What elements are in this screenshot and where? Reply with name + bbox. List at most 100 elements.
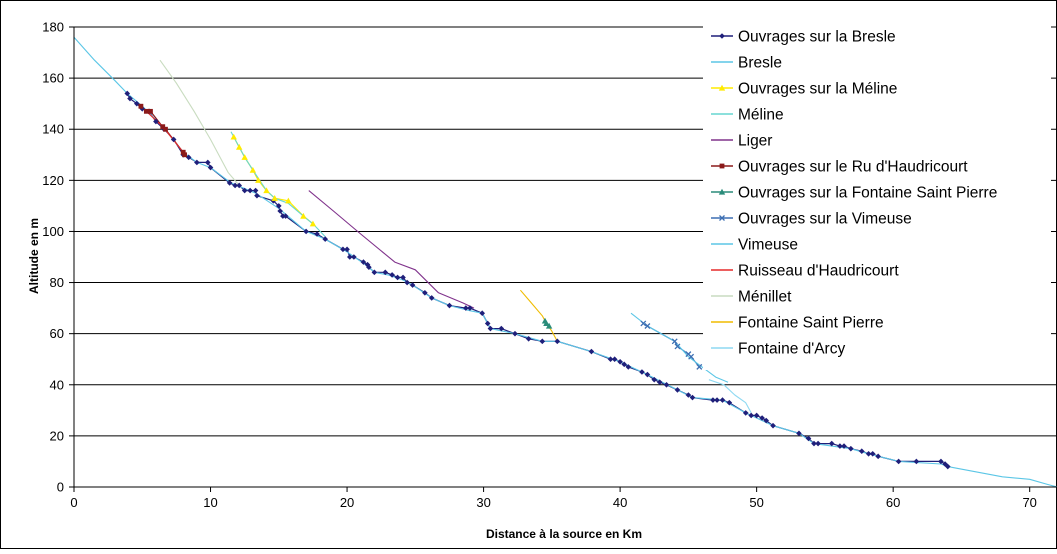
series-0-point-92 <box>913 458 920 465</box>
series-line-8 <box>630 312 729 383</box>
legend-marker-7 <box>719 215 725 221</box>
series-0-point-44 <box>446 302 453 309</box>
series-7-point-2 <box>671 338 678 345</box>
y-tick-label-4: 80 <box>50 275 64 290</box>
y-tick-label-7: 140 <box>42 122 64 137</box>
series-0-point-51 <box>512 330 518 337</box>
series-5-point-3 <box>160 124 166 130</box>
x-tick-label-0: 0 <box>70 495 77 510</box>
series-line-4 <box>308 190 475 309</box>
series-0-point-29 <box>344 246 350 253</box>
series-0-point-69 <box>710 397 716 403</box>
series-7-point-0 <box>640 320 647 327</box>
series-5-point-2 <box>148 108 153 114</box>
series-0-point-91 <box>895 458 902 465</box>
series-0-point-72 <box>726 399 733 406</box>
series-2-point-5 <box>263 187 270 194</box>
legend-marker-6 <box>718 188 726 195</box>
series-7-point-6 <box>696 363 703 370</box>
series-0-point-64 <box>656 379 663 386</box>
series-0-point-10 <box>194 159 200 166</box>
series-0-point-40 <box>404 279 410 286</box>
y-tick-label-3: 60 <box>50 326 64 341</box>
series-0-point-2 <box>134 100 140 107</box>
series-0-point-26 <box>314 231 320 237</box>
series-0-point-48 <box>484 320 491 327</box>
series-0-point-56 <box>607 356 614 363</box>
y-tick-label-2: 40 <box>50 377 64 392</box>
series-0-point-75 <box>753 412 760 419</box>
series-0-point-16 <box>241 187 248 194</box>
legend-marker-2 <box>718 84 726 91</box>
y-tick-label-9: 180 <box>42 20 64 35</box>
series-0-point-1 <box>127 95 133 102</box>
series-0-point-7 <box>170 136 177 143</box>
series-0-point-68 <box>689 394 696 401</box>
legend-label-5: Ouvrages sur le Ru d'Haudricourt <box>738 159 968 176</box>
x-axis-title: Distance à la source en Km <box>486 527 642 541</box>
series-0-point-46 <box>467 305 473 311</box>
x-tick-label-4: 40 <box>613 495 627 510</box>
series-0-point-70 <box>714 397 720 403</box>
series-0-point-81 <box>811 440 817 447</box>
series-0-point-49 <box>487 325 494 332</box>
series-0-point-60 <box>625 364 632 370</box>
series-0-point-61 <box>639 369 645 375</box>
series-0-point-55 <box>588 348 595 355</box>
series-0-point-89 <box>869 450 876 457</box>
legend-label-0: Ouvrages sur la Bresle <box>738 29 896 46</box>
x-tick-label-1: 10 <box>203 495 217 510</box>
series-0-point-74 <box>748 412 754 419</box>
legend-background <box>703 22 1051 370</box>
series-markers <box>124 90 951 470</box>
series-0-point-43 <box>428 295 435 301</box>
series-0-point-63 <box>651 376 658 383</box>
legend-label-12: Fontaine d'Arcy <box>738 341 845 358</box>
x-tick-label-5: 50 <box>749 495 763 510</box>
series-0-point-62 <box>644 371 651 378</box>
series-0-point-82 <box>815 440 821 447</box>
series-0-point-34 <box>366 264 372 271</box>
series-0-point-85 <box>841 443 847 449</box>
series-0-point-41 <box>409 282 416 288</box>
series-2-point-6 <box>271 195 278 201</box>
series-5-point-6 <box>182 152 187 158</box>
series-2-point-8 <box>300 212 307 219</box>
y-tick-label-6: 120 <box>42 173 64 188</box>
series-2-point-9 <box>309 220 317 227</box>
series-0-point-18 <box>252 187 259 194</box>
series-0-point-0 <box>124 90 131 97</box>
series-0-point-32 <box>360 259 367 265</box>
series-0-point-38 <box>394 274 401 281</box>
series-2-point-7 <box>285 197 292 204</box>
series-0-point-14 <box>232 182 238 189</box>
series-0-point-95 <box>944 463 951 470</box>
y-tick-label-1: 20 <box>50 428 64 443</box>
series-0-point-76 <box>759 415 765 421</box>
series-0-point-83 <box>828 440 835 447</box>
series-0-point-28 <box>340 246 346 253</box>
series-0-point-42 <box>422 289 428 296</box>
series-0-point-37 <box>389 272 395 278</box>
legend-label-7: Ouvrages sur la Vimeuse <box>738 211 912 228</box>
series-2-point-2 <box>241 154 248 160</box>
series-0-point-21 <box>275 203 282 209</box>
series-5-point-1 <box>143 108 149 114</box>
legend-marker-5 <box>719 163 725 169</box>
series-0-point-54 <box>554 338 561 345</box>
series-0-point-87 <box>858 448 865 455</box>
series-7-point-3 <box>674 343 681 350</box>
series-0-point-13 <box>226 180 233 186</box>
series-0-point-33 <box>364 261 371 268</box>
series-0-point-47 <box>479 310 486 317</box>
series-0-point-19 <box>254 192 260 199</box>
series-0-point-78 <box>770 422 776 429</box>
series-0-point-9 <box>185 154 192 161</box>
series-6-point-2 <box>545 322 553 329</box>
legend-label-4: Liger <box>738 133 772 150</box>
series-2-point-3 <box>249 166 257 173</box>
series-6-point-1 <box>543 320 550 327</box>
series-0-point-5 <box>153 118 159 125</box>
series-0-point-31 <box>351 254 357 260</box>
legend-label-2: Ouvrages sur la Méline <box>738 81 897 98</box>
